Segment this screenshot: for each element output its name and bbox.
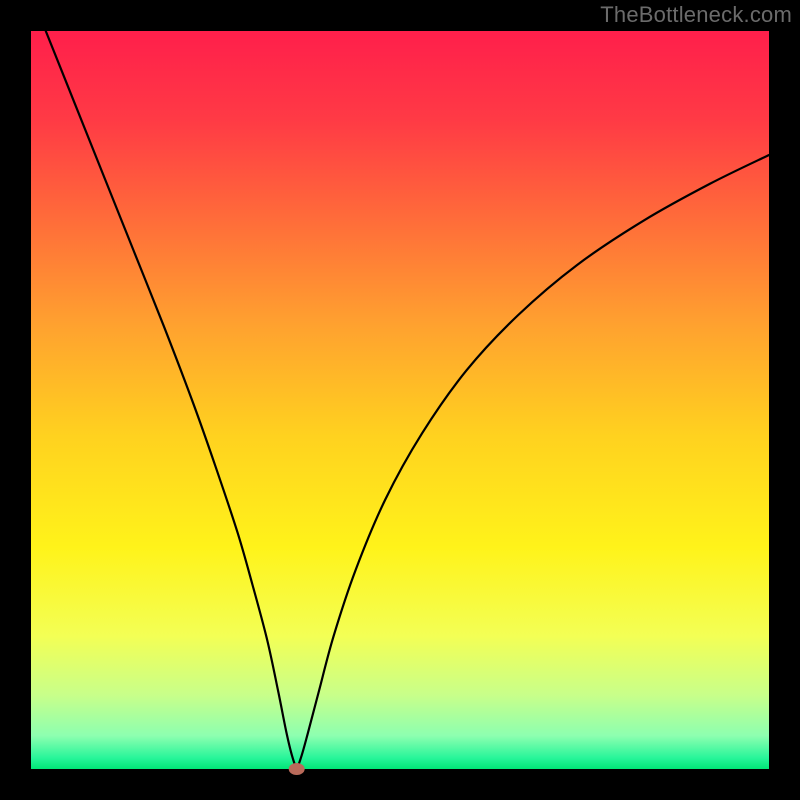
- watermark-text: TheBottleneck.com: [600, 2, 792, 28]
- chart-frame: TheBottleneck.com: [0, 0, 800, 800]
- minimum-marker: [289, 763, 305, 775]
- bottleneck-chart: [0, 0, 800, 800]
- plot-background-gradient: [31, 31, 769, 769]
